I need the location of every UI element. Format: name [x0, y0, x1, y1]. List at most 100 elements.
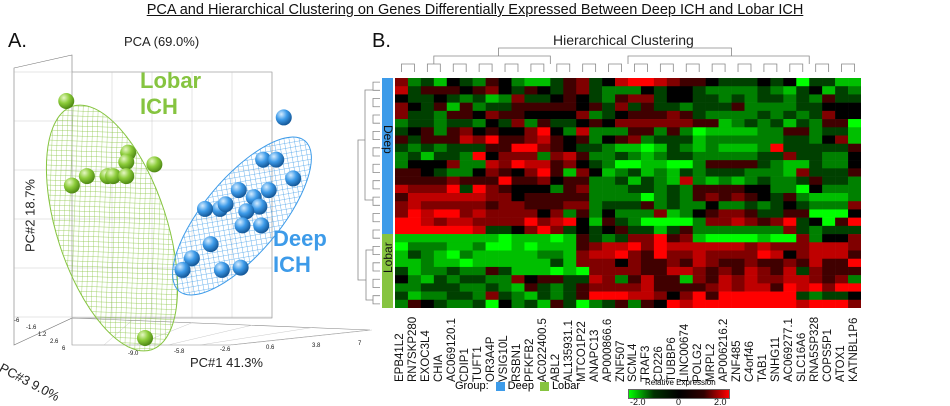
heatmap-cell — [407, 168, 422, 177]
heatmap-cell — [485, 151, 499, 161]
heatmap-cell — [783, 193, 797, 202]
heatmap-cell — [459, 283, 473, 292]
heatmap-cell — [679, 160, 694, 169]
deep-swatch — [495, 381, 505, 391]
gene-label: AC069120.1 — [446, 318, 459, 382]
heatmap-cell — [653, 193, 668, 202]
heatmap-cell — [666, 184, 681, 194]
heatmap-cell — [550, 176, 564, 186]
heatmap-cell — [433, 184, 448, 194]
heatmap-cell — [744, 266, 758, 276]
heatmap-cell — [628, 86, 642, 95]
heatmap-cell — [679, 234, 694, 243]
column-dendrogram-branch — [737, 63, 752, 72]
heatmap-cell — [550, 258, 564, 268]
heatmap-cell — [692, 193, 706, 202]
heatmap-cell — [589, 209, 603, 218]
heatmap-cell — [550, 201, 564, 210]
heatmap-cell — [602, 160, 616, 169]
heatmap-cell — [705, 234, 719, 243]
heatmap-cell — [563, 94, 577, 103]
heatmap-cell — [550, 184, 564, 194]
heatmap-cell — [757, 86, 771, 95]
heatmap-cell — [498, 234, 512, 243]
heatmap-cell — [757, 78, 771, 87]
heatmap-cell — [407, 94, 422, 103]
pc1-axis-label: PC#1 41.3% — [190, 355, 263, 370]
heatmap-cell — [420, 78, 435, 87]
heatmap-cell — [783, 209, 797, 218]
heatmap-cell — [524, 234, 538, 243]
gene-label: AL135931.1 — [562, 319, 575, 382]
heatmap-cell — [537, 234, 551, 243]
heatmap-cell — [770, 184, 784, 194]
heatmap-cell — [809, 94, 823, 103]
heatmap-cell — [770, 299, 784, 308]
heatmap-cell — [459, 119, 473, 128]
heatmap-cell — [472, 209, 486, 218]
heatmap-cell — [640, 143, 655, 153]
heatmap-cell — [640, 102, 655, 112]
heatmap-cell — [653, 78, 668, 87]
heatmap-cell — [537, 135, 551, 145]
heatmap-cell — [809, 110, 823, 120]
heatmap-cell — [783, 176, 797, 186]
heatmap-cell — [550, 225, 564, 235]
heatmap-cell — [809, 283, 823, 292]
group-legend-label: Group: — [455, 380, 489, 392]
heatmap-cell — [666, 127, 681, 136]
pc3-tick: -6 — [14, 318, 20, 324]
heatmap-cell — [524, 135, 538, 145]
heatmap-cell — [602, 168, 616, 177]
heatmap-cell — [640, 283, 655, 292]
heatmap-cell — [511, 217, 525, 227]
heatmap-cell — [757, 234, 771, 243]
heatmap-cell — [796, 127, 810, 136]
heatmap-cell — [511, 168, 525, 177]
heatmap-cell — [550, 127, 564, 136]
heatmap-cell — [589, 110, 603, 120]
heatmap-cell — [459, 143, 473, 153]
heatmap-cell — [433, 299, 448, 308]
heatmap-cell — [615, 275, 629, 284]
heatmap-cell — [809, 242, 823, 251]
heatmap-cell — [446, 266, 461, 276]
heatmap-cell — [653, 94, 668, 103]
heatmap-cell — [757, 242, 771, 251]
heatmap-cell — [835, 86, 849, 95]
heatmap-cell — [576, 291, 590, 301]
heatmap-cell — [809, 299, 823, 308]
deep-point — [174, 261, 191, 278]
heatmap-cell — [835, 299, 849, 308]
heatmap-cell — [446, 110, 461, 120]
heatmap-cell — [757, 184, 771, 194]
heatmap-cell — [628, 266, 642, 276]
heatmap-cell — [731, 184, 745, 194]
heatmap-cell — [602, 102, 616, 112]
heatmap-cell — [433, 209, 448, 218]
heatmap-cell — [472, 78, 486, 87]
heatmap-cell — [666, 266, 681, 276]
heatmap-cell — [446, 184, 461, 194]
lobar-point — [118, 154, 135, 170]
heatmap-cell — [783, 168, 797, 177]
heatmap-cell — [407, 127, 422, 136]
heatmap-cell — [731, 168, 745, 177]
heatmap-cell — [524, 78, 538, 87]
heatmap-cell — [459, 151, 473, 161]
heatmap-cell — [835, 184, 849, 194]
heatmap-cell — [563, 250, 577, 260]
heatmap-cell — [770, 217, 784, 227]
gene-label: RN7SKP280 — [407, 316, 420, 382]
heatmap-cell — [653, 201, 668, 210]
heatmap-cell — [524, 143, 538, 153]
heatmap-cell — [783, 119, 797, 128]
heatmap-cell — [395, 209, 409, 218]
heatmap-cell — [537, 94, 551, 103]
heatmap-cell — [615, 283, 629, 292]
heatmap-cell — [809, 217, 823, 227]
heatmap-cell — [576, 242, 590, 251]
heatmap-cell — [472, 299, 486, 308]
heatmap-cell — [576, 299, 590, 308]
